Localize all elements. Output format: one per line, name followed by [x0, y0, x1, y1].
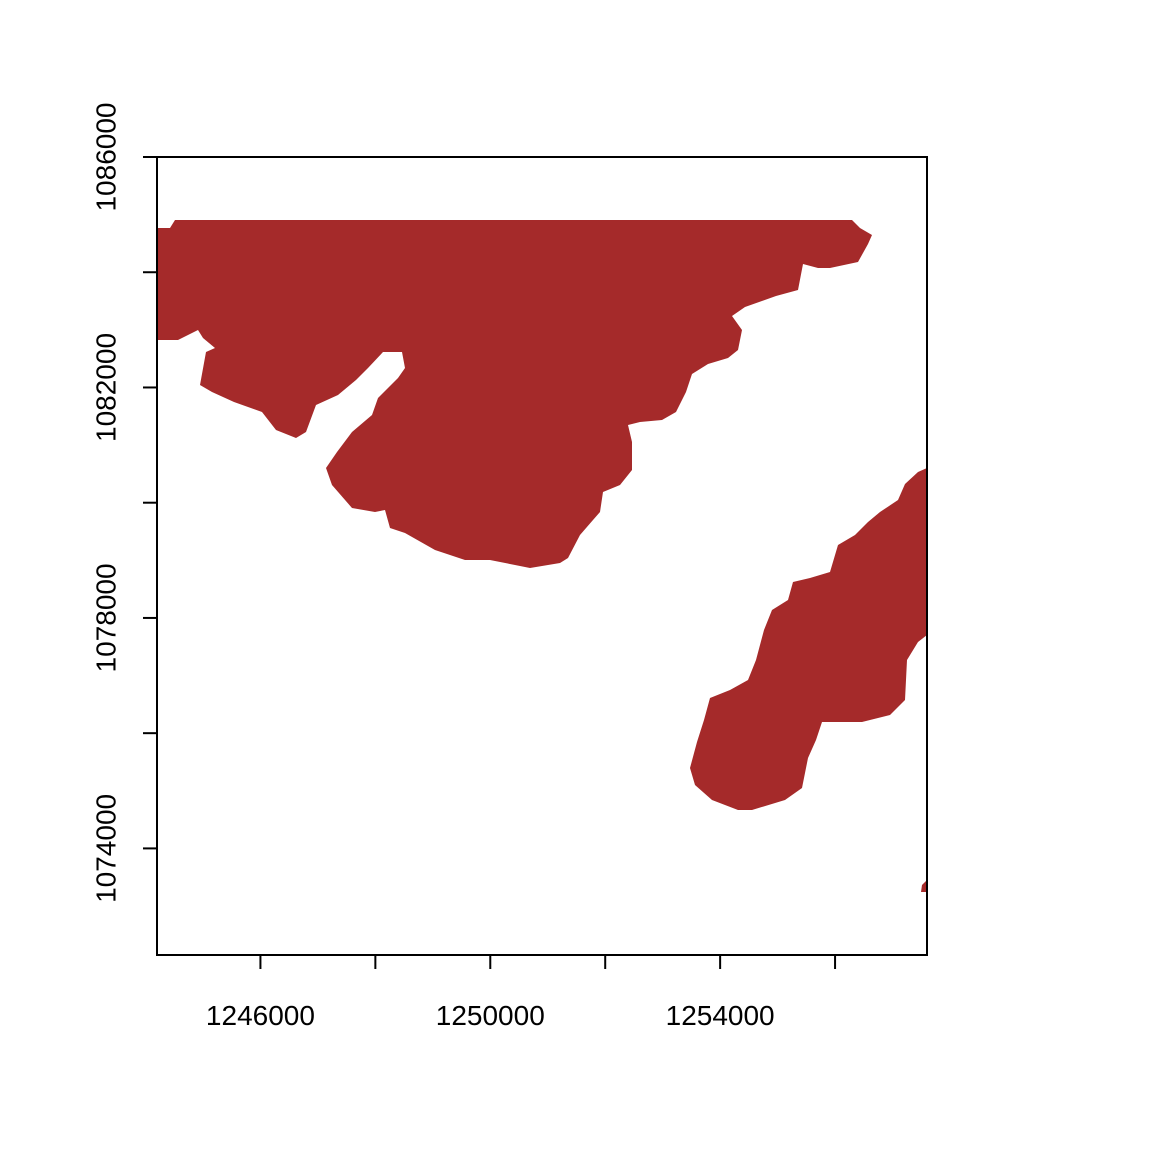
x-axis: 1246000 1250000 1254000: [206, 954, 837, 1031]
y-tick-label: 1082000: [90, 333, 121, 442]
y-tick-label: 1078000: [90, 563, 121, 672]
map-polygons: [157, 220, 927, 892]
northern-landmass: [157, 220, 872, 568]
x-tick-label: 1246000: [206, 1000, 315, 1031]
y-axis: 1074000 1078000 1082000 1086000: [90, 102, 158, 903]
southeastern-landmass: [690, 468, 927, 810]
x-tick-label: 1254000: [666, 1000, 775, 1031]
x-tick-label: 1250000: [436, 1000, 545, 1031]
south-edge-landmass: [921, 880, 927, 892]
y-tick-label: 1086000: [90, 102, 121, 211]
y-tick-label: 1074000: [90, 794, 121, 903]
